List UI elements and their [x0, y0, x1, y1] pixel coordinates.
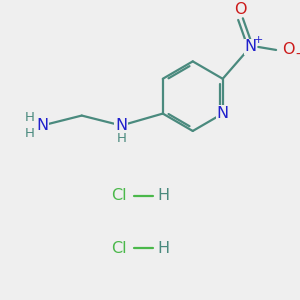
Text: H: H [24, 127, 34, 140]
Text: Cl: Cl [111, 241, 126, 256]
Text: O: O [234, 2, 247, 17]
Text: +: + [254, 35, 263, 45]
Text: N: N [244, 40, 256, 55]
Text: N: N [36, 118, 48, 133]
Text: Cl: Cl [111, 188, 126, 203]
Text: H: H [157, 188, 169, 203]
Text: N: N [115, 118, 127, 133]
Text: N: N [217, 106, 229, 121]
Text: O: O [282, 42, 294, 57]
Text: -: - [296, 48, 300, 62]
Text: H: H [116, 132, 126, 145]
Text: H: H [157, 241, 169, 256]
Text: H: H [24, 111, 34, 124]
